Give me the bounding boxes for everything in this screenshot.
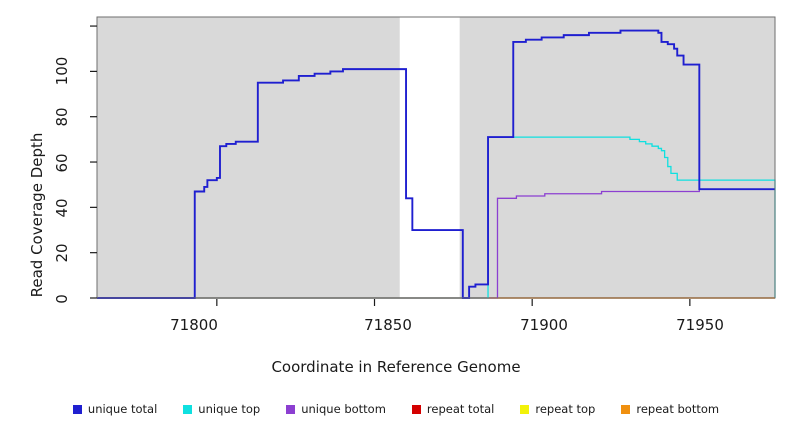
legend-item-repeat-total[interactable]: repeat total [411,402,495,416]
x-tick-label-71800: 71800 [170,316,218,334]
legend-swatch-icon [621,404,631,414]
y-tick-label-0: 0 [53,294,71,304]
chart-legend: unique total unique top unique bottom repea… [0,398,792,420]
legend-item-label: repeat bottom [636,402,720,416]
y-tick-label-60: 60 [53,153,71,173]
legend-swatch-icon [286,404,296,414]
y-tick-label-80: 80 [53,107,71,127]
legend-swatch-icon [183,404,193,414]
series-line-unique-bottom [97,188,775,299]
legend-item-label: repeat top [535,402,596,416]
legend-item-unique-bottom[interactable]: unique bottom [286,402,386,416]
no-data-gap-region [399,17,460,298]
x-tick-label-71850: 71850 [364,316,412,334]
y-axis-label: Read Coverage Depth [28,132,46,298]
legend-swatch-icon [520,404,530,414]
legend-swatch-icon [411,404,421,414]
x-tick-label-71900: 71900 [520,316,568,334]
legend-item-label: repeat total [426,402,495,416]
x-tick-label-71950: 71950 [676,316,724,334]
y-tick-label-40: 40 [53,198,71,218]
series-line-unique-top [97,136,776,299]
legend-item-repeat-top[interactable]: repeat top [520,402,595,416]
y-tick-label-100: 100 [53,56,71,86]
legend-item-label: unique total [87,402,158,416]
y-tick-label-20: 20 [53,243,71,263]
legend-item-unique-top[interactable]: unique top [183,402,260,416]
legend-item-unique-total[interactable]: unique total [72,402,158,416]
legend-item-label: unique bottom [301,402,386,416]
plot-panel-border [96,16,776,299]
legend-swatch-icon [72,404,82,414]
legend-item-repeat-bottom[interactable]: repeat bottom [621,402,719,416]
x-axis-label: Coordinate in Reference Genome [271,358,521,376]
legend-item-label: unique top [198,402,261,416]
series-line-unique-total [97,29,775,299]
